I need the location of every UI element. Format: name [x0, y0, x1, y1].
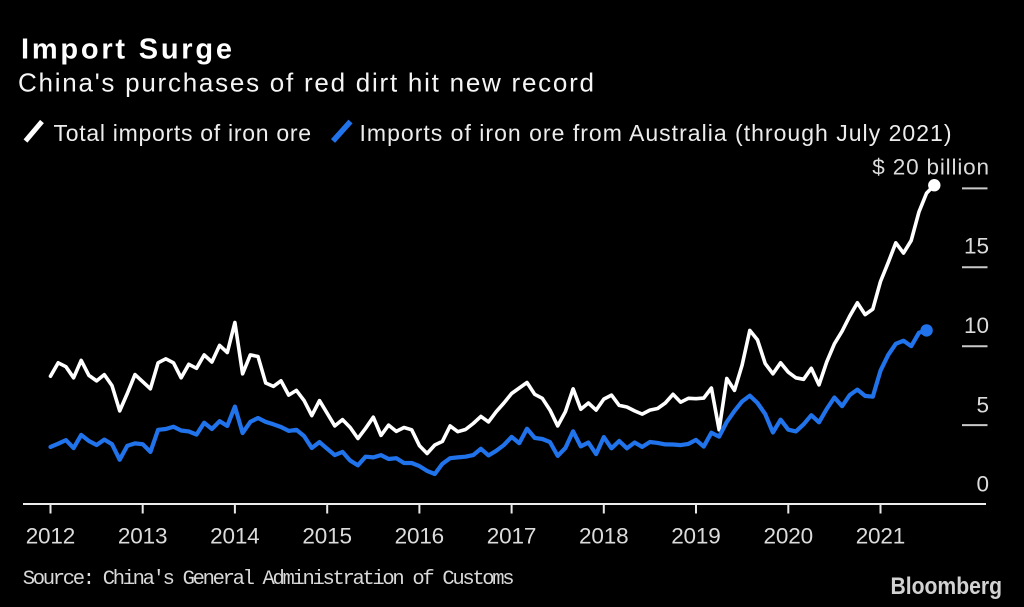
svg-text:Bloomberg: Bloomberg: [891, 573, 1003, 600]
svg-text:2018: 2018: [579, 524, 629, 549]
svg-text:2012: 2012: [26, 524, 76, 549]
svg-text:Imports of iron ore from Austr: Imports of iron ore from Australia (thro…: [360, 120, 952, 146]
svg-text:2015: 2015: [302, 524, 352, 549]
svg-text:2017: 2017: [487, 524, 537, 549]
svg-text:2021: 2021: [856, 524, 906, 549]
svg-text:China's purchases of red dirt: China's purchases of red dirt hit new re…: [18, 67, 594, 97]
svg-text:$ 20 billion: $ 20 billion: [872, 154, 989, 179]
svg-text:15: 15: [964, 233, 989, 258]
svg-text:Total imports of iron ore: Total imports of iron ore: [54, 120, 312, 146]
svg-text:2014: 2014: [210, 524, 260, 549]
svg-text:5: 5: [976, 393, 989, 418]
svg-text:Source: China's General Admini: Source: China's General Administration o…: [23, 568, 515, 591]
svg-text:2019: 2019: [671, 524, 721, 549]
svg-text:2016: 2016: [395, 524, 445, 549]
svg-text:10: 10: [964, 313, 989, 338]
svg-text:0: 0: [976, 472, 989, 497]
svg-text:2013: 2013: [118, 524, 168, 549]
svg-text:2020: 2020: [764, 524, 814, 549]
